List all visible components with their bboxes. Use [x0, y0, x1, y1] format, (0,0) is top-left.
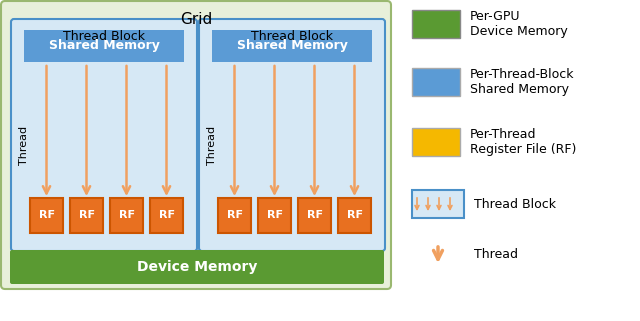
FancyBboxPatch shape	[24, 30, 184, 62]
Text: Grid: Grid	[180, 12, 212, 27]
Text: Shared Memory: Shared Memory	[470, 82, 569, 96]
Text: RF: RF	[266, 211, 282, 221]
Text: RF: RF	[38, 211, 54, 221]
Text: Thread: Thread	[207, 126, 217, 165]
FancyBboxPatch shape	[412, 190, 464, 218]
Text: Shared Memory: Shared Memory	[237, 39, 348, 53]
Text: Device Memory: Device Memory	[470, 24, 568, 38]
Text: Register File (RF): Register File (RF)	[470, 143, 577, 155]
Text: RF: RF	[79, 211, 95, 221]
Text: Thread: Thread	[474, 247, 518, 261]
FancyBboxPatch shape	[30, 198, 63, 233]
FancyBboxPatch shape	[412, 128, 460, 156]
FancyBboxPatch shape	[1, 1, 391, 289]
FancyBboxPatch shape	[412, 68, 460, 96]
FancyBboxPatch shape	[11, 19, 197, 251]
FancyBboxPatch shape	[10, 250, 384, 284]
Text: Per-Thread: Per-Thread	[470, 128, 536, 142]
Text: RF: RF	[227, 211, 243, 221]
Text: Thread Block: Thread Block	[474, 197, 556, 211]
FancyBboxPatch shape	[212, 30, 372, 62]
Text: Per-Thread-Block: Per-Thread-Block	[470, 68, 575, 82]
FancyBboxPatch shape	[412, 10, 460, 38]
Text: Shared Memory: Shared Memory	[49, 39, 159, 53]
Text: Thread Block: Thread Block	[251, 30, 333, 42]
Text: Device Memory: Device Memory	[137, 260, 257, 274]
FancyBboxPatch shape	[150, 198, 183, 233]
FancyBboxPatch shape	[70, 198, 103, 233]
Text: Thread: Thread	[19, 126, 29, 165]
FancyBboxPatch shape	[218, 198, 251, 233]
FancyBboxPatch shape	[258, 198, 291, 233]
Text: Per-GPU: Per-GPU	[470, 11, 520, 23]
FancyBboxPatch shape	[110, 198, 143, 233]
Text: RF: RF	[159, 211, 175, 221]
Text: RF: RF	[346, 211, 362, 221]
Text: RF: RF	[118, 211, 134, 221]
FancyBboxPatch shape	[338, 198, 371, 233]
FancyBboxPatch shape	[298, 198, 331, 233]
Text: RF: RF	[307, 211, 323, 221]
Text: Thread Block: Thread Block	[63, 30, 145, 42]
FancyBboxPatch shape	[199, 19, 385, 251]
